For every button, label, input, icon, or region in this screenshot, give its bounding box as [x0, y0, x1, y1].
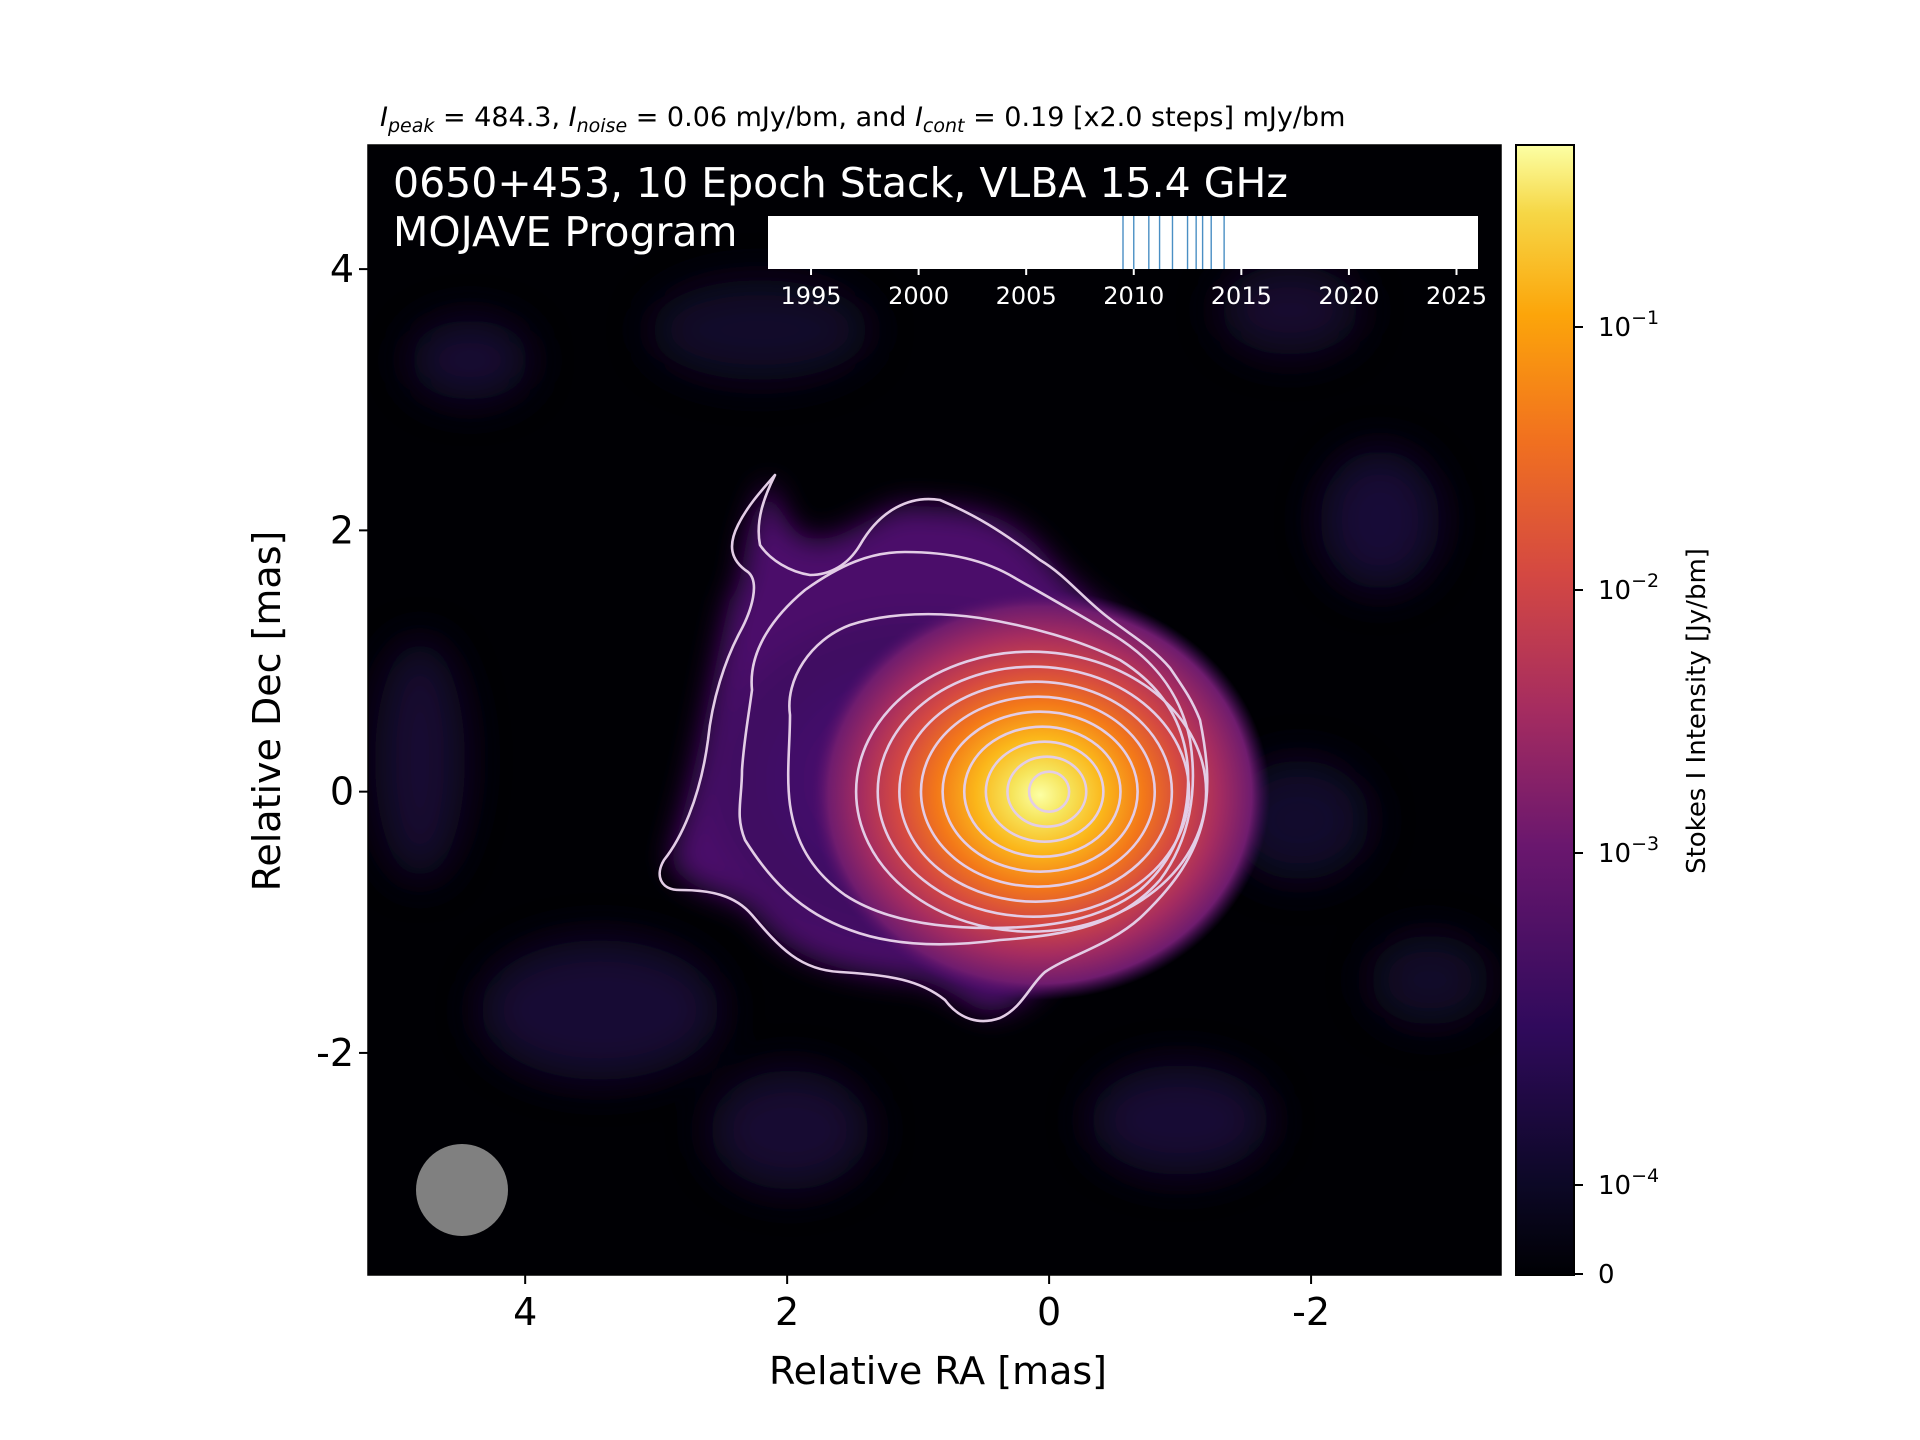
- epoch-ticks: 1995 2000 2005 2010 2015 2020 2025: [780, 269, 1487, 310]
- y-axis-label: Relative Dec [mas]: [245, 531, 289, 892]
- colorbar-tick-1e-4: 10−4: [1598, 1165, 1659, 1201]
- source-title: 0650+453, 10 Epoch Stack, VLBA 15.4 GHz: [393, 159, 1288, 207]
- x-tick-label: 0: [1037, 1290, 1061, 1334]
- contour-level-1: [658, 473, 1209, 1023]
- contour-level-5: [876, 665, 1191, 918]
- colorbar: 10−1 10−2 10−3 10−4 0 Stokes I Intensity…: [1515, 144, 1712, 1290]
- core-contours: [854, 650, 1208, 933]
- contour-level-10: [984, 740, 1105, 843]
- image-panel: 1995 2000 2005 2010 2015 2020 2025 0650+453, 1…: [368, 145, 1501, 1275]
- colorbar-label: Stokes I Intensity [Jy/bm]: [1682, 548, 1712, 874]
- colorbar-tick-0: 0: [1598, 1260, 1615, 1290]
- colorbar-gradient: [1515, 144, 1575, 1276]
- epoch-tick-label: 2025: [1426, 282, 1487, 310]
- image-frame: [367, 144, 1502, 1276]
- contour-level-2: [738, 550, 1195, 946]
- colorbar-tick-1e-1: 10−1: [1598, 307, 1659, 343]
- epoch-tick-label: 2010: [1103, 282, 1164, 310]
- x-tick-label: 2: [775, 1290, 799, 1334]
- contour-level-7: [919, 695, 1157, 888]
- y-tick-label: 4: [330, 247, 354, 291]
- y-tick-label: 2: [330, 508, 354, 552]
- epoch-tick-label: 2005: [996, 282, 1057, 310]
- contour-level-8: [941, 710, 1139, 873]
- header-summary: Ipeak = 484.3, Inoise = 0.06 mJy/bm, and…: [380, 102, 1345, 137]
- epoch-lines: [1122, 216, 1225, 269]
- y-tick-label: -2: [316, 1031, 354, 1075]
- epoch-tick-label: 2015: [1211, 282, 1272, 310]
- colorbar-ticks: 10−1 10−2 10−3 10−4 0: [1574, 307, 1659, 1290]
- epoch-tick-label: 1995: [780, 282, 841, 310]
- colorbar-tick-1e-3: 10−3: [1598, 833, 1659, 869]
- background-noise: [375, 265, 1490, 1190]
- y-axis-ticks: 4 2 0 -2: [316, 247, 368, 1075]
- contour-level-12: [1027, 770, 1071, 813]
- restoring-beam: [416, 1144, 508, 1236]
- epoch-tick-label: 2020: [1318, 282, 1379, 310]
- epoch-timeline: 1995 2000 2005 2010 2015 2020 2025: [768, 216, 1487, 310]
- y-tick-label: 0: [330, 770, 354, 814]
- x-tick-label: -2: [1292, 1290, 1330, 1334]
- contour-level-6: [898, 680, 1174, 903]
- x-axis-label: Relative RA [mas]: [769, 1349, 1107, 1393]
- program-title: MOJAVE Program: [393, 208, 737, 256]
- contour-level-11: [1006, 755, 1088, 828]
- epoch-tick-label: 2000: [888, 282, 949, 310]
- x-axis-ticks: 4 2 0 -2: [513, 1275, 1330, 1334]
- colorbar-tick-1e-2: 10−2: [1598, 570, 1659, 606]
- contour-level-9: [962, 725, 1122, 858]
- contour-level-4: [854, 650, 1208, 933]
- x-tick-label: 4: [513, 1290, 537, 1334]
